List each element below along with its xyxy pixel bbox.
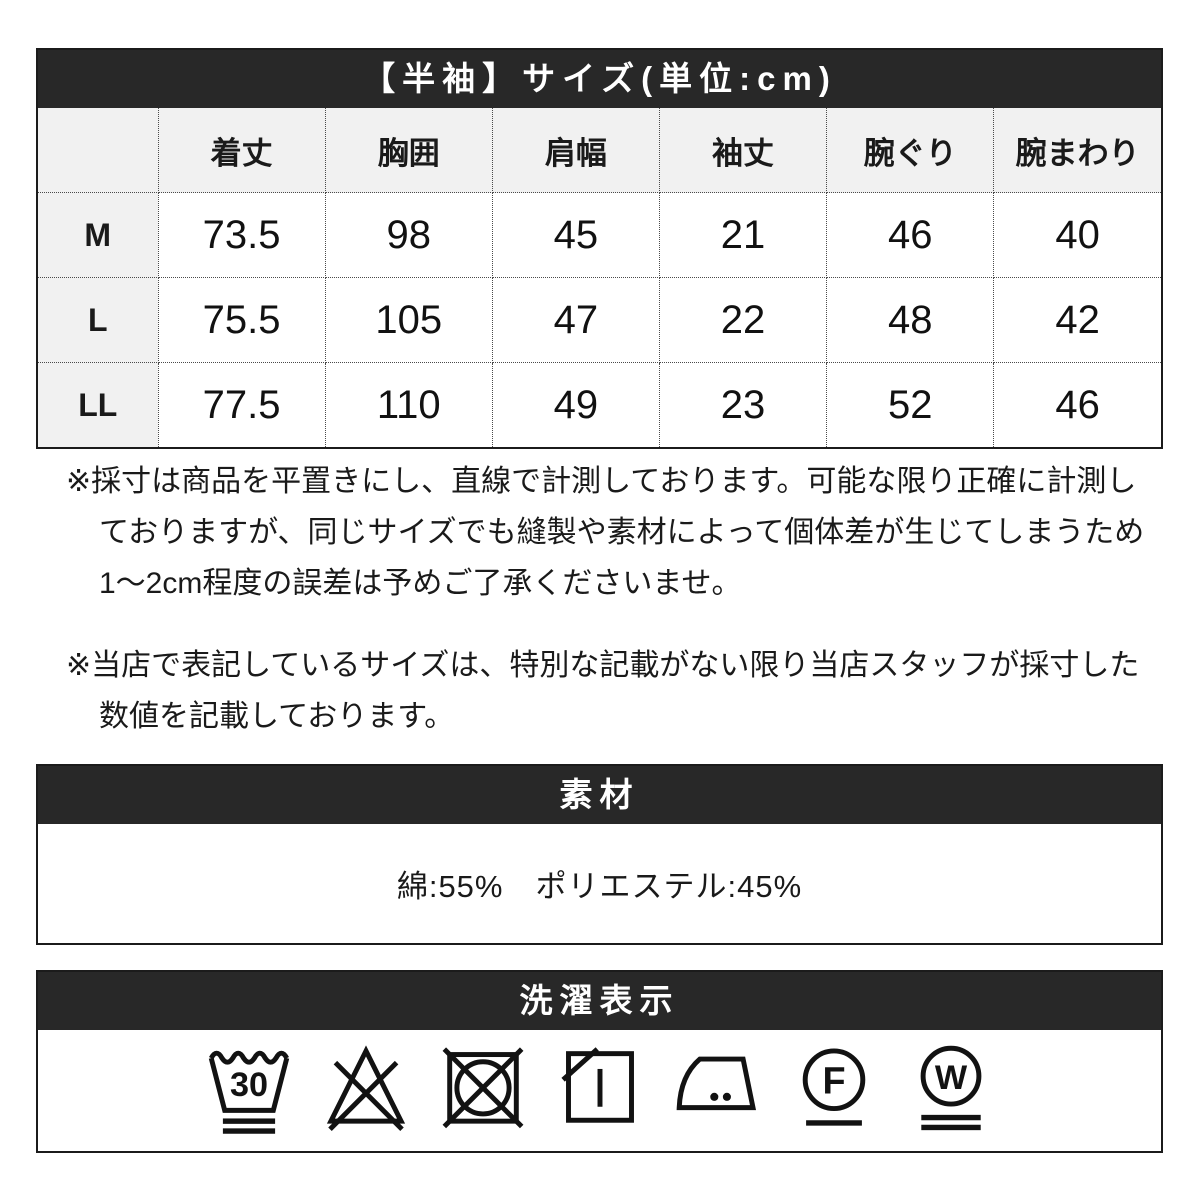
size-value: 110 xyxy=(324,362,493,447)
material-section: 素材 綿:55% ポリエステル:45% xyxy=(36,764,1163,945)
material-title: 素材 xyxy=(38,766,1161,824)
col-header-shoulder: 肩幅 xyxy=(491,108,660,193)
note-line: 当店で表記しているサイズは、特別な記載がない限り当店スタッフが採寸した xyxy=(91,649,1140,682)
wet-clean-w-icon: W xyxy=(920,1045,981,1130)
svg-text:W: W xyxy=(934,1058,967,1096)
size-table: 着丈 胸囲 肩幅 袖丈 腕ぐり 腕まわり M 73.5 98 45 21 46 … xyxy=(38,108,1161,447)
col-header-arm-circumference: 腕まわり xyxy=(993,108,1161,193)
size-value: 45 xyxy=(491,192,660,278)
size-label-l: L xyxy=(38,277,159,363)
size-value: 23 xyxy=(658,362,828,447)
dry-clean-f-icon: F xyxy=(802,1047,865,1126)
size-value: 46 xyxy=(993,362,1161,447)
size-value: 48 xyxy=(826,277,995,363)
table-row-l: L 75.5 105 47 22 48 42 xyxy=(38,277,1161,363)
svg-text:30: 30 xyxy=(229,1065,267,1103)
note-line: ておりますが、同じサイズでも縫製や素材によって個体差が生じてしまうため xyxy=(99,516,1145,549)
size-table-section: 【半袖】サイズ(単位:cm) 着丈 胸囲 肩幅 袖丈 腕ぐり 腕まわり M 73… xyxy=(36,48,1163,449)
wash-30-icon: 30 xyxy=(208,1050,289,1134)
size-label-ll: LL xyxy=(38,362,159,447)
col-header-sleeve: 袖丈 xyxy=(658,108,828,193)
size-value: 22 xyxy=(658,277,828,363)
staff-measured-note: ※当店で表記しているサイズは、特別な記載がない限り当店スタッフが採寸した 数値を… xyxy=(66,640,1171,742)
col-header-armhole: 腕ぐり xyxy=(826,108,995,193)
size-value: 73.5 xyxy=(157,192,326,278)
size-value: 21 xyxy=(658,192,828,278)
size-value: 52 xyxy=(826,362,995,447)
size-table-title: 【半袖】サイズ(単位:cm) xyxy=(38,50,1161,108)
size-value: 75.5 xyxy=(157,277,326,363)
material-content: 綿:55% ポリエステル:45% xyxy=(396,869,803,904)
size-value: 46 xyxy=(826,192,995,278)
size-value: 47 xyxy=(491,277,660,363)
svg-text:F: F xyxy=(822,1060,845,1102)
size-value: 98 xyxy=(324,192,493,278)
laundry-section: 洗濯表示 30 xyxy=(36,970,1163,1153)
table-row-m: M 73.5 98 45 21 46 40 xyxy=(38,192,1161,278)
measurement-note: ※採寸は商品を平置きにし、直線で計測しております。可能な限り正確に計測し ており… xyxy=(66,456,1171,609)
do-not-tumble-dry-icon xyxy=(442,1046,523,1128)
note-marker: ※ xyxy=(66,465,92,498)
size-value: 77.5 xyxy=(157,362,326,447)
shade-line-dry-icon xyxy=(560,1046,634,1123)
laundry-icons-row: 30 F xyxy=(38,1030,1161,1151)
col-header-chest: 胸囲 xyxy=(324,108,493,193)
size-table-header-row: 着丈 胸囲 肩幅 袖丈 腕ぐり 腕まわり xyxy=(38,108,1161,193)
col-header-body-length: 着丈 xyxy=(157,108,326,193)
do-not-bleach-icon xyxy=(326,1044,405,1131)
note-line: 1〜2cm程度の誤差は予めご了承くださいませ。 xyxy=(99,567,742,600)
size-value: 49 xyxy=(491,362,660,447)
size-value: 105 xyxy=(324,277,493,363)
note-line: 数値を記載しております。 xyxy=(99,700,455,733)
size-value: 40 xyxy=(993,192,1161,278)
size-table-corner-cell xyxy=(38,108,159,193)
iron-medium-icon xyxy=(676,1056,756,1110)
table-row-ll: LL 77.5 110 49 23 52 46 xyxy=(38,362,1161,447)
size-label-m: M xyxy=(38,192,159,278)
laundry-title: 洗濯表示 xyxy=(38,972,1161,1030)
size-value: 42 xyxy=(993,277,1161,363)
note-marker: ※ xyxy=(66,649,92,682)
note-line: 採寸は商品を平置きにし、直線で計測しております。可能な限り正確に計測し xyxy=(91,465,1137,498)
